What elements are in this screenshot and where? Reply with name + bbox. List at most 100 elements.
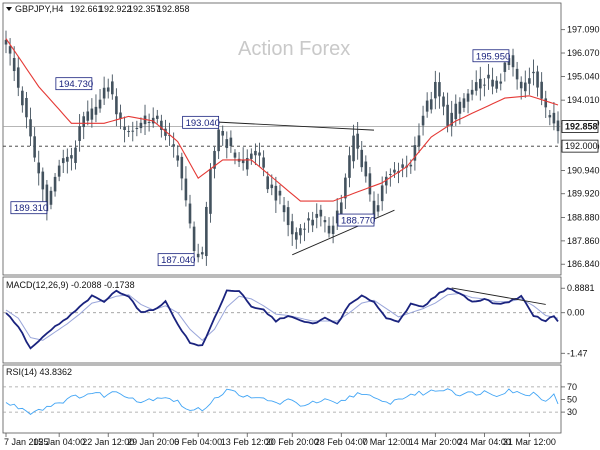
- price-annotation-box: [55, 77, 93, 91]
- price-tags: 192.858 192.000: [561, 120, 599, 153]
- ohlc-close: 192.858: [157, 4, 190, 14]
- price-annotation-box: [472, 49, 510, 63]
- trendlines: [218, 121, 395, 256]
- candle-body: [278, 190, 282, 196]
- candle-body: [286, 207, 290, 226]
- candle-body: [123, 126, 126, 130]
- macd-signal-line: [5, 292, 559, 341]
- candle-body: [90, 108, 94, 120]
- candle-body: [434, 81, 437, 99]
- candle-body: [86, 111, 90, 121]
- candle-body: [241, 159, 245, 164]
- candle-body: [188, 203, 192, 224]
- candle-body: [16, 67, 20, 88]
- price-y-tick-label: 190.940: [567, 165, 600, 175]
- candle-body: [102, 87, 106, 99]
- price-annotation-label: 194.730: [59, 79, 93, 90]
- rsi-y-tick-label: 70: [567, 382, 577, 392]
- candle-body: [12, 57, 16, 72]
- candle-body: [413, 145, 417, 161]
- collapse-triangle-icon: [6, 7, 12, 11]
- moving-average-line: [5, 38, 559, 202]
- candle-body: [233, 152, 237, 158]
- rsi-title: RSI(14) 43.8362: [6, 367, 72, 377]
- candle-body: [180, 156, 184, 179]
- candle-body: [139, 122, 143, 129]
- price-panel-frame: [2, 2, 562, 276]
- candle-body: [462, 98, 466, 108]
- candle-body: [82, 116, 85, 128]
- candle-body: [45, 184, 49, 212]
- price-annotations: 194.730 189.310 193.040 187.040 188.770 195.9…: [10, 49, 510, 266]
- symbol-title: GBPJPY,H4: [15, 4, 63, 14]
- candle-body: [164, 128, 167, 136]
- candle-body: [470, 89, 474, 95]
- candle-body: [384, 176, 388, 186]
- candle-body: [4, 39, 8, 45]
- candle-body: [57, 165, 61, 177]
- candle-body: [511, 55, 515, 68]
- macd-y-tick-label: 0.8881: [567, 283, 595, 293]
- candle-body: [254, 150, 257, 156]
- candle-body: [315, 213, 319, 218]
- candle-body: [393, 169, 396, 173]
- candle-body: [221, 130, 225, 136]
- price-y-tick-label: 195.040: [567, 72, 600, 82]
- candle-body: [127, 131, 130, 133]
- price-trendline: [218, 121, 375, 131]
- price-y-tick-label: 194.010: [567, 95, 600, 105]
- candle-body: [368, 173, 372, 195]
- candle-body: [94, 106, 98, 115]
- macd-main-line: [5, 287, 559, 350]
- candle-body: [290, 221, 294, 235]
- time-tick-label: 22 Jan 12:00: [82, 437, 134, 447]
- candle-body: [495, 80, 498, 89]
- candle-body: [360, 149, 364, 168]
- candle-body: [536, 71, 539, 88]
- candle-body: [479, 78, 482, 89]
- price-level-lines: [3, 126, 561, 147]
- candle-body: [417, 135, 421, 147]
- current-price-label: 192.858: [565, 122, 598, 132]
- candle-body: [61, 158, 65, 164]
- candle-body: [131, 130, 135, 132]
- candle-body: [356, 133, 359, 149]
- time-tick-label: 31 Mar 12:00: [503, 437, 556, 447]
- candle-body: [348, 155, 351, 178]
- candle-body: [274, 185, 278, 201]
- time-tick-label: 13 Feb 12:00: [221, 437, 274, 447]
- candle-body: [319, 209, 323, 217]
- candle-body: [8, 46, 12, 54]
- price-annotation-label: 187.040: [161, 255, 195, 266]
- candle-body: [258, 152, 261, 156]
- price-annotation-label: 195.950: [476, 51, 510, 62]
- macd-y-axis: 0.8881 0.00 -1.47: [561, 283, 595, 358]
- candle-body: [376, 205, 380, 212]
- macd-trendline: [451, 287, 546, 305]
- candle-body: [184, 178, 188, 201]
- candle-body: [323, 219, 327, 223]
- candle-body: [450, 112, 453, 126]
- candle-body: [295, 232, 298, 240]
- candle-body: [119, 112, 122, 119]
- candle-body: [106, 87, 110, 92]
- price-y-tick-label: 196.070: [567, 48, 600, 58]
- candle-body: [380, 185, 384, 202]
- macd-y-tick-label: -1.47: [567, 348, 588, 358]
- candle-body: [339, 202, 343, 214]
- candle-body: [192, 226, 196, 251]
- price-annotation-box: [337, 213, 375, 227]
- ohlc-high: 192.922: [99, 4, 132, 14]
- rsi-panel-frame: [2, 364, 562, 434]
- candle-body: [147, 121, 151, 123]
- candle-body: [515, 68, 519, 80]
- candle-body: [458, 101, 462, 114]
- candle-body: [66, 156, 69, 162]
- candle-body: [49, 190, 53, 205]
- candle-body: [74, 147, 77, 163]
- candle-body: [70, 155, 73, 159]
- macd-lines: [3, 287, 561, 350]
- price-y-tick-label: 187.860: [567, 236, 600, 246]
- candle-body: [205, 206, 208, 257]
